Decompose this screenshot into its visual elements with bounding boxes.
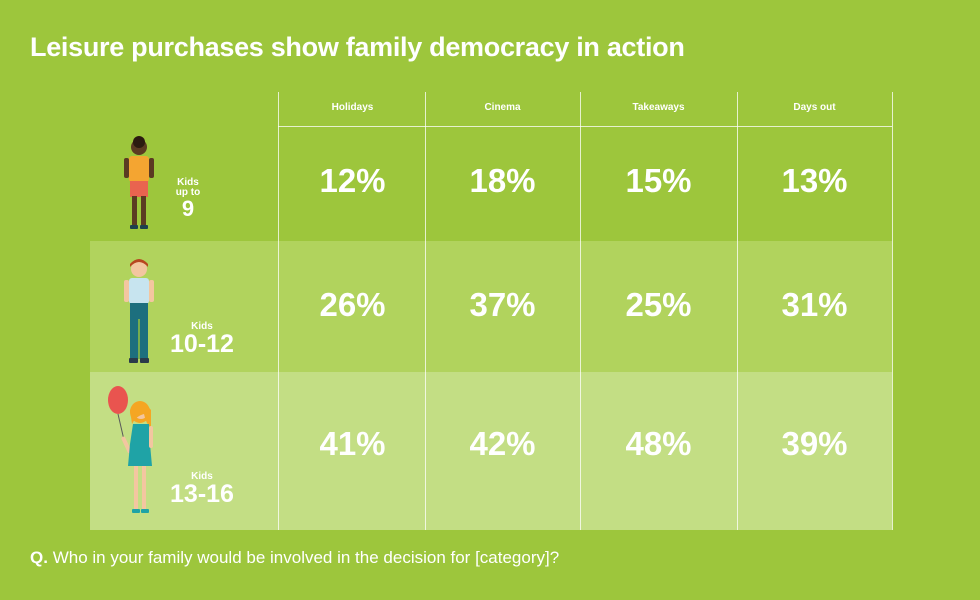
row-label-small: Kids up to bbox=[175, 177, 201, 198]
row-background-10-12 bbox=[90, 241, 892, 372]
cell-value: 12% bbox=[319, 162, 386, 199]
column-header-takeaways: Takeaways bbox=[632, 102, 685, 113]
cell-value: 18% bbox=[469, 162, 536, 199]
cell-value: 31% bbox=[781, 286, 848, 323]
header-divider bbox=[278, 126, 892, 127]
row-label-big: 10-12 bbox=[170, 330, 234, 358]
girl-with-balloon-icon bbox=[108, 386, 153, 513]
row-label-small: Kids bbox=[191, 471, 213, 482]
row-background-13-16 bbox=[90, 372, 892, 530]
row-label-small: Kids bbox=[191, 321, 213, 332]
cell-value: 13% bbox=[781, 162, 848, 199]
cell-value: 15% bbox=[625, 162, 692, 199]
question-prefix: Q. bbox=[30, 548, 48, 567]
survey-question: Q. Who in your family would be involved … bbox=[30, 548, 559, 568]
column-divider bbox=[425, 92, 426, 530]
row-label-kids-10-12: Kids 10-12 bbox=[162, 322, 242, 357]
row-label-big: 13-16 bbox=[170, 480, 234, 508]
column-divider bbox=[278, 92, 279, 530]
boy-figure-icon bbox=[124, 259, 154, 363]
column-header-cinema: Cinema bbox=[484, 102, 521, 113]
cell-value: 25% bbox=[625, 286, 692, 323]
cell-value: 42% bbox=[469, 425, 536, 462]
row-label-kids-up-to-9: Kids up to 9 bbox=[158, 178, 218, 220]
row-label-big: 9 bbox=[181, 196, 195, 221]
cell-value: 26% bbox=[319, 286, 386, 323]
cell-value: 37% bbox=[469, 286, 536, 323]
column-divider bbox=[580, 92, 581, 530]
column-divider bbox=[892, 92, 893, 530]
chart-title: Leisure purchases show family democracy … bbox=[30, 32, 685, 62]
column-header-days-out: Days out bbox=[793, 102, 836, 113]
question-text: Who in your family would be involved in … bbox=[52, 548, 560, 567]
young-child-figure-icon bbox=[124, 136, 154, 229]
row-label-kids-13-16: Kids 13-16 bbox=[162, 472, 242, 507]
cell-value: 41% bbox=[319, 425, 386, 462]
column-divider bbox=[737, 92, 738, 530]
cell-value: 48% bbox=[625, 425, 692, 462]
column-header-holidays: Holidays bbox=[331, 102, 374, 113]
data-table: Holidays Cinema Takeaways Days out 12% 1… bbox=[90, 92, 893, 530]
cell-value: 39% bbox=[781, 425, 848, 462]
